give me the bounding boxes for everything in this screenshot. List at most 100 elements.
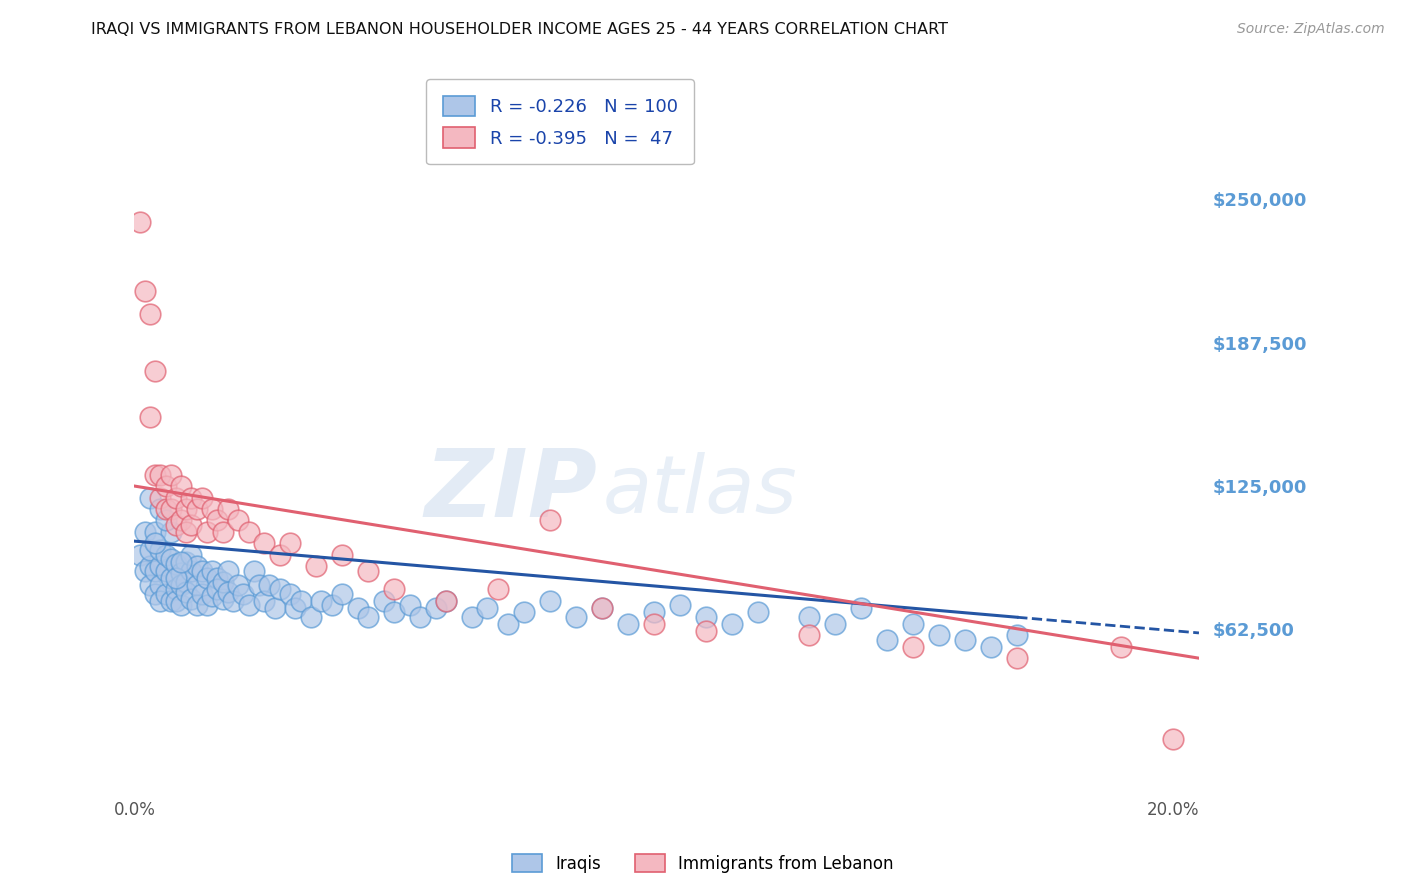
Point xyxy=(278,587,301,601)
Point xyxy=(232,587,254,601)
Point xyxy=(170,555,193,569)
Point xyxy=(165,557,187,571)
Point xyxy=(149,467,172,482)
Point xyxy=(434,594,457,608)
Legend: Iraqis, Immigrants from Lebanon: Iraqis, Immigrants from Lebanon xyxy=(506,847,900,880)
Text: Source: ZipAtlas.com: Source: ZipAtlas.com xyxy=(1237,22,1385,37)
Point xyxy=(851,600,873,615)
Point xyxy=(538,513,561,527)
Point xyxy=(143,587,166,601)
Point xyxy=(211,575,233,590)
Point xyxy=(174,502,197,516)
Point xyxy=(903,616,925,631)
Point xyxy=(211,591,233,606)
Point xyxy=(165,582,187,597)
Point xyxy=(591,600,613,615)
Point xyxy=(165,571,187,585)
Point xyxy=(139,578,162,592)
Point xyxy=(186,502,208,516)
Point xyxy=(165,594,187,608)
Point xyxy=(143,536,166,550)
Point xyxy=(139,543,162,558)
Point xyxy=(382,582,405,597)
Point xyxy=(186,578,208,592)
Point xyxy=(159,594,181,608)
Point xyxy=(382,605,405,619)
Point xyxy=(217,564,239,578)
Point xyxy=(643,605,665,619)
Point xyxy=(159,571,181,585)
Point xyxy=(149,543,172,558)
Point xyxy=(496,616,519,631)
Point xyxy=(134,564,156,578)
Point xyxy=(180,491,202,505)
Point xyxy=(477,600,499,615)
Point xyxy=(461,610,484,624)
Point xyxy=(217,502,239,516)
Point xyxy=(170,599,193,613)
Point xyxy=(149,578,172,592)
Point xyxy=(155,479,177,493)
Point xyxy=(876,632,898,647)
Point xyxy=(195,524,218,539)
Point xyxy=(616,616,638,631)
Point xyxy=(155,548,177,562)
Point xyxy=(149,594,172,608)
Legend: R = -0.226   N = 100, R = -0.395   N =  47: R = -0.226 N = 100, R = -0.395 N = 47 xyxy=(426,79,695,164)
Text: IRAQI VS IMMIGRANTS FROM LEBANON HOUSEHOLDER INCOME AGES 25 - 44 YEARS CORRELATI: IRAQI VS IMMIGRANTS FROM LEBANON HOUSEHO… xyxy=(91,22,949,37)
Point xyxy=(180,518,202,533)
Point xyxy=(134,284,156,298)
Point xyxy=(299,610,322,624)
Point xyxy=(263,600,285,615)
Point xyxy=(201,502,224,516)
Point xyxy=(195,599,218,613)
Point xyxy=(311,594,333,608)
Point xyxy=(434,594,457,608)
Point xyxy=(174,584,197,599)
Point xyxy=(695,610,717,624)
Point xyxy=(155,587,177,601)
Point xyxy=(928,628,950,642)
Point xyxy=(409,610,432,624)
Point xyxy=(538,594,561,608)
Point xyxy=(149,559,172,574)
Point xyxy=(398,599,420,613)
Point xyxy=(253,536,276,550)
Point xyxy=(174,524,197,539)
Point xyxy=(305,559,328,574)
Point xyxy=(201,564,224,578)
Point xyxy=(238,524,260,539)
Point xyxy=(1005,628,1028,642)
Point xyxy=(720,616,742,631)
Point xyxy=(170,513,193,527)
Point xyxy=(321,599,343,613)
Point xyxy=(170,566,193,581)
Point xyxy=(1005,651,1028,665)
Point xyxy=(201,589,224,603)
Point xyxy=(747,605,769,619)
Point xyxy=(799,610,821,624)
Point xyxy=(186,559,208,574)
Point xyxy=(565,610,588,624)
Text: atlas: atlas xyxy=(603,452,797,531)
Point xyxy=(170,479,193,493)
Point xyxy=(269,548,291,562)
Point xyxy=(191,491,214,505)
Point xyxy=(591,600,613,615)
Point xyxy=(259,578,281,592)
Text: ZIP: ZIP xyxy=(425,445,598,537)
Point xyxy=(155,502,177,516)
Point xyxy=(330,587,353,601)
Point xyxy=(155,564,177,578)
Point xyxy=(373,594,395,608)
Point xyxy=(165,491,187,505)
Point xyxy=(955,632,977,647)
Point xyxy=(165,518,187,533)
Point xyxy=(143,467,166,482)
Point xyxy=(330,548,353,562)
Point xyxy=(195,571,218,585)
Point xyxy=(217,584,239,599)
Point xyxy=(139,410,162,425)
Point xyxy=(170,578,193,592)
Point xyxy=(207,582,229,597)
